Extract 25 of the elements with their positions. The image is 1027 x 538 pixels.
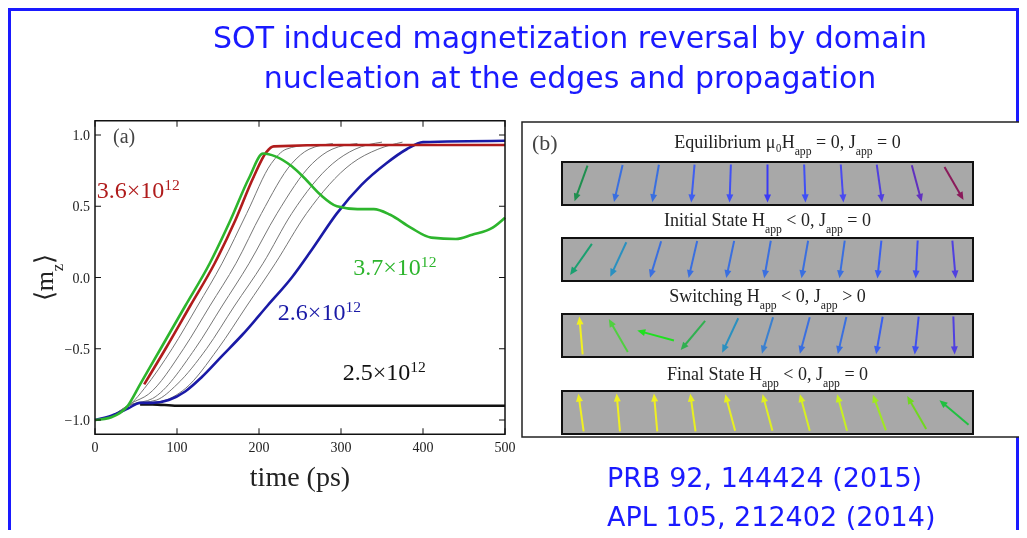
y-tick-label: 0.0 xyxy=(72,270,90,286)
text: Final State H$_{app}$ < 0, J$_{app}$ = 0 xyxy=(666,364,869,390)
x-tick-label: 500 xyxy=(494,440,516,456)
text: Initial State H$_{app}$ < 0, J$_{app}$ = 0 xyxy=(663,210,872,236)
x-tick-label: 200 xyxy=(248,440,270,456)
series-label: 2.5×10$^{12}$ xyxy=(342,357,426,386)
x-axis-title: time (ps) xyxy=(249,461,351,493)
series-label: 2.6×10$^{12}$ xyxy=(277,297,361,326)
x-tick-label: 0 xyxy=(91,440,99,456)
text: PRB 92, 144424 (2015) xyxy=(607,462,923,493)
y-tick-label: 1.0 xyxy=(72,128,90,143)
x-tick-label: 400 xyxy=(412,440,434,456)
y-tick-label: −0.5 xyxy=(64,341,90,357)
annotation: (a) xyxy=(113,124,136,148)
y-tick-label: −1.0 xyxy=(64,413,90,428)
y-tick-label: 0.5 xyxy=(72,199,90,215)
text: 3.6×10$^{12}$ xyxy=(96,175,180,203)
text: (b) xyxy=(532,130,558,155)
text: Equilibrium μ₀H$_{app}$ = 0, J$_{app}$ = 0 xyxy=(674,132,901,158)
text: Switching H$_{app}$ < 0, J$_{app}$ > 0 xyxy=(669,286,866,312)
series-label: 3.7×10$^{12}$ xyxy=(353,252,437,280)
x-tick-label: 300 xyxy=(330,440,352,456)
x-tick-label: 100 xyxy=(166,440,188,456)
text: SOT induced magnetization reversal by domain nucleation at the edges and propagation xyxy=(212,20,928,95)
text: APL 105, 212402 (2014) xyxy=(607,501,936,532)
